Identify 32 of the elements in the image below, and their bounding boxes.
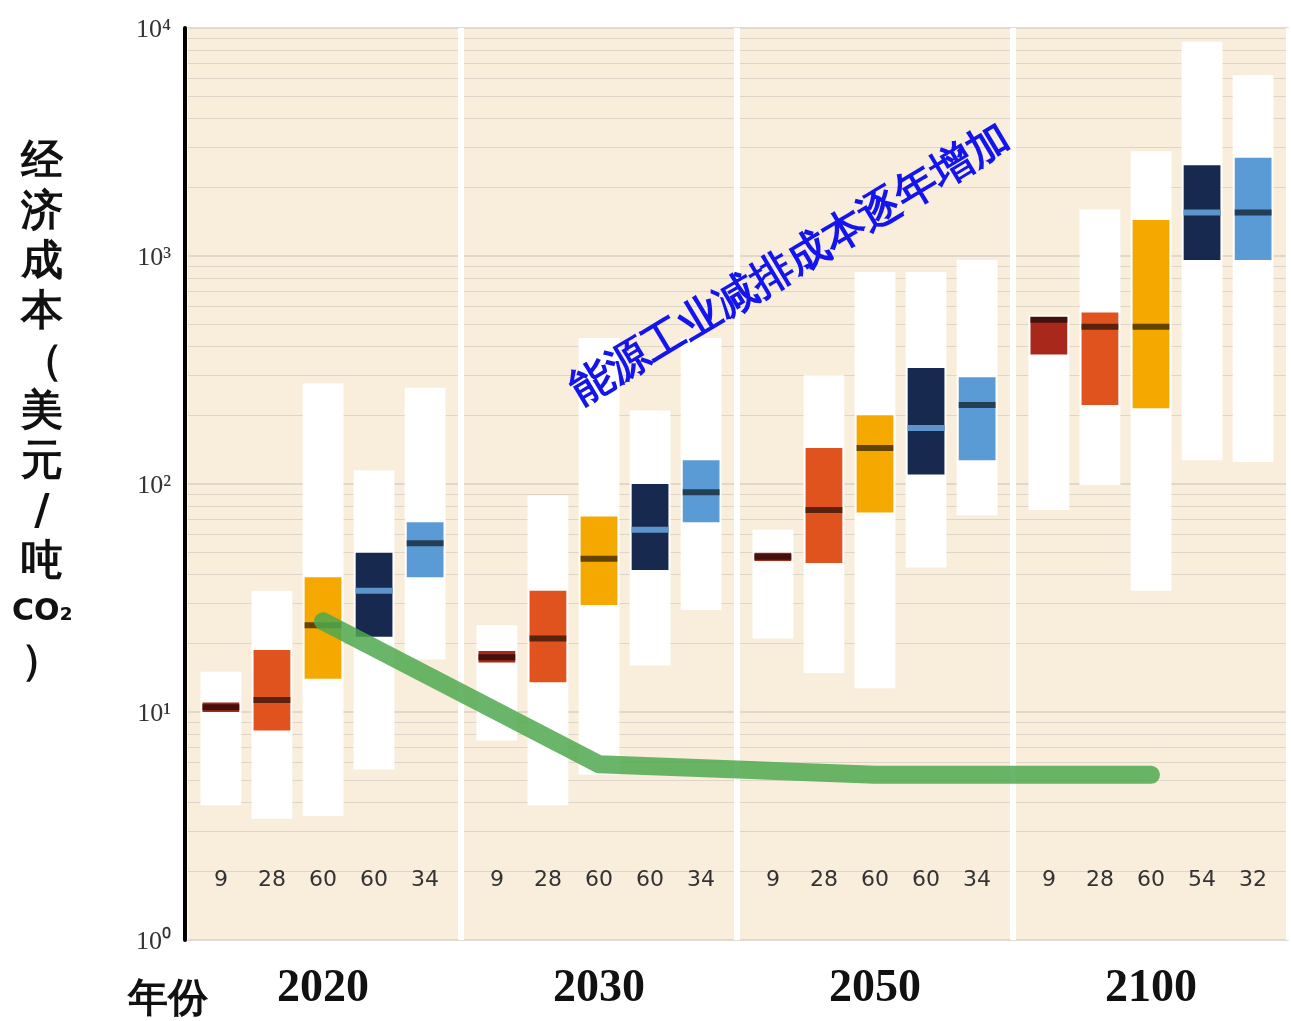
text: 9 [765, 865, 780, 891]
y-tick-label: 10⁰ [136, 925, 171, 955]
text: 28 [533, 865, 562, 891]
x-tick-label: 2030 [553, 959, 645, 1011]
text: 9 [213, 865, 228, 891]
text: 60 [1137, 865, 1165, 891]
text: 60 [636, 865, 665, 891]
text: 60 [585, 865, 613, 891]
x-tick-label: 2100 [1105, 959, 1197, 1011]
text: 经济成本（美元/吨CO₂） [12, 135, 73, 684]
text: 60 [309, 865, 337, 891]
y-tick-label: 10¹ [137, 697, 171, 727]
y-tick-label: 10² [137, 469, 172, 499]
x-tick-label: 2050 [829, 959, 921, 1011]
x-axis-title: 年份 [128, 973, 208, 1021]
text: 60 [360, 865, 389, 891]
text: 28 [1085, 865, 1114, 891]
text: 60 [861, 865, 889, 891]
text: 60 [912, 865, 941, 891]
text: 9 [489, 865, 504, 891]
text: 32 [1239, 865, 1268, 891]
y-tick-label: 10³ [137, 241, 172, 271]
text: 28 [257, 865, 286, 891]
text: 9 [1041, 865, 1056, 891]
text: 28 [809, 865, 838, 891]
text: 54 [1188, 865, 1217, 891]
annotation: 能源工业减排成本逐年增加 [560, 110, 1020, 416]
text: 34 [411, 865, 440, 891]
x-tick-label: 2020 [277, 959, 369, 1011]
text: 34 [687, 865, 716, 891]
text: 34 [963, 865, 992, 891]
y-tick-label: 10⁴ [135, 13, 171, 43]
